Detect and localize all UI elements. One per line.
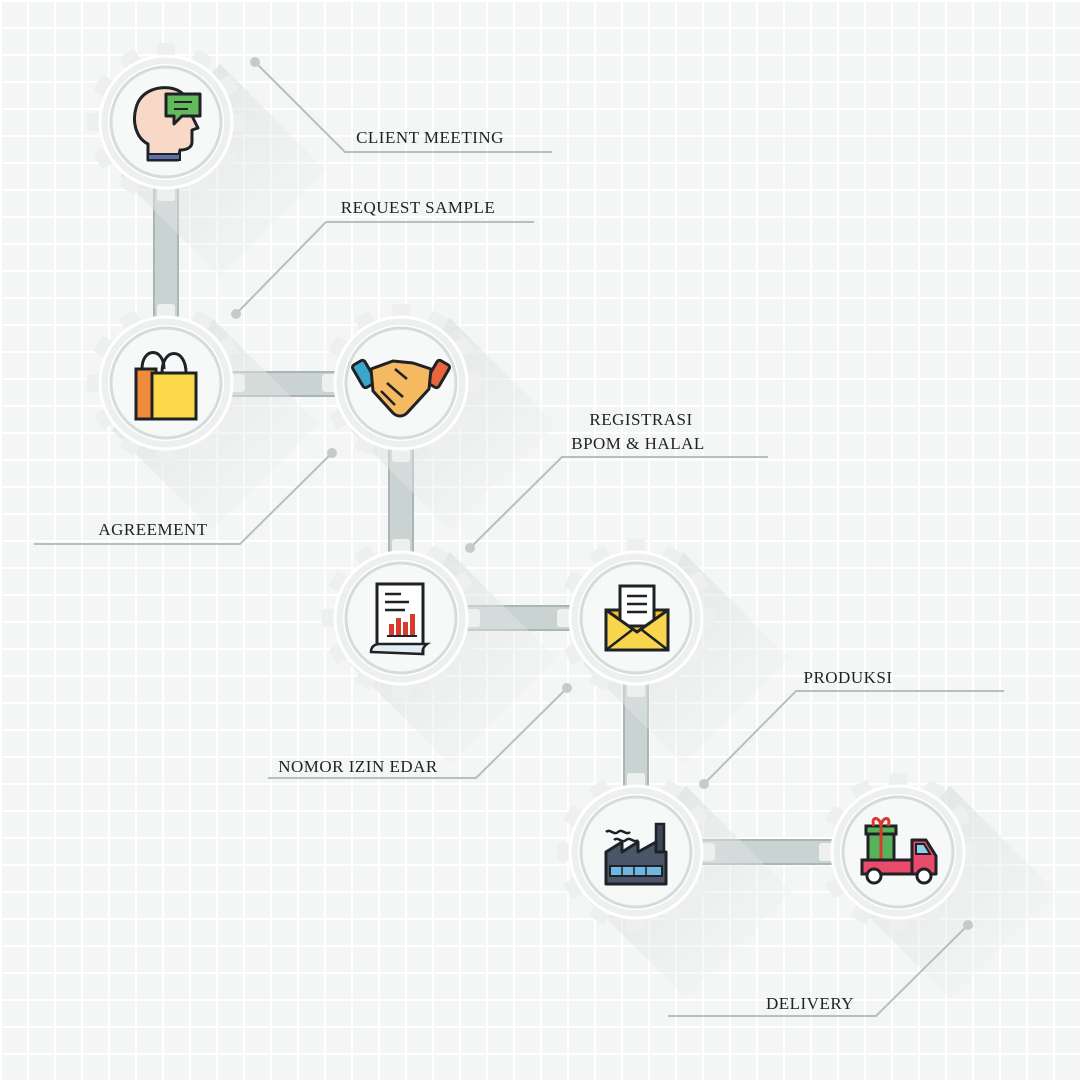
label-produksi: PRODUKSI — [803, 668, 892, 687]
label-request-sample: REQUEST SAMPLE — [341, 198, 496, 217]
label-agreement: AGREEMENT — [98, 520, 207, 539]
head-chat-icon — [133, 86, 202, 162]
leader-6 — [703, 690, 1004, 785]
step-labels: CLIENT MEETING REQUEST SAMPLE AGREEMENT … — [98, 128, 892, 1013]
label-nomor-izin-edar: NOMOR IZIN EDAR — [278, 757, 438, 776]
connectors — [153, 179, 851, 865]
label-registrasi-line1: REGISTRASI — [589, 410, 692, 429]
envelope-letter-icon — [604, 584, 670, 652]
label-client-meeting: CLIENT MEETING — [356, 128, 504, 147]
leader-4 — [469, 456, 768, 549]
leader-1 — [254, 61, 552, 153]
shadow-1 — [120, 64, 326, 276]
leader-7 — [668, 924, 969, 1017]
leader-lines — [34, 57, 1004, 1017]
label-registrasi-line2: BPOM & HALAL — [571, 434, 705, 453]
delivery-truck-icon — [860, 817, 938, 885]
leader-3 — [34, 452, 333, 545]
leader-5 — [268, 687, 568, 779]
factory-icon — [604, 822, 668, 886]
report-document-icon — [369, 582, 432, 656]
label-delivery: DELIVERY — [766, 994, 854, 1013]
leader-2 — [235, 221, 534, 315]
handshake-icon — [351, 358, 451, 418]
shopping-bag-icon — [134, 351, 198, 421]
